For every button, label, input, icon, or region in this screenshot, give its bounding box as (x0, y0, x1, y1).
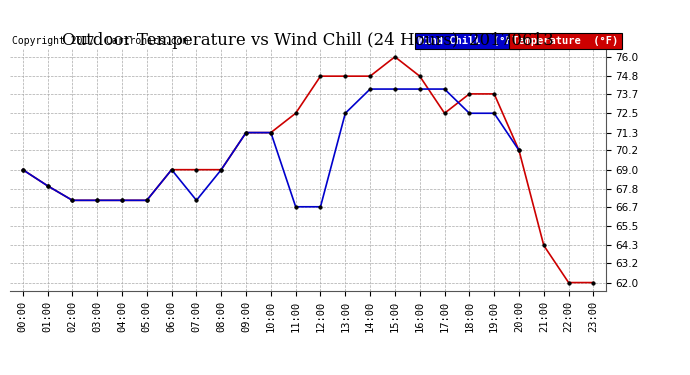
Text: Temperature  (°F): Temperature (°F) (513, 36, 618, 46)
Title: Outdoor Temperature vs Wind Chill (24 Hours)  20170613: Outdoor Temperature vs Wind Chill (24 Ho… (62, 32, 554, 49)
Text: Copyright 2017  Cartronics.com: Copyright 2017 Cartronics.com (12, 36, 188, 46)
Text: Wind Chill  (°F): Wind Chill (°F) (418, 36, 518, 46)
